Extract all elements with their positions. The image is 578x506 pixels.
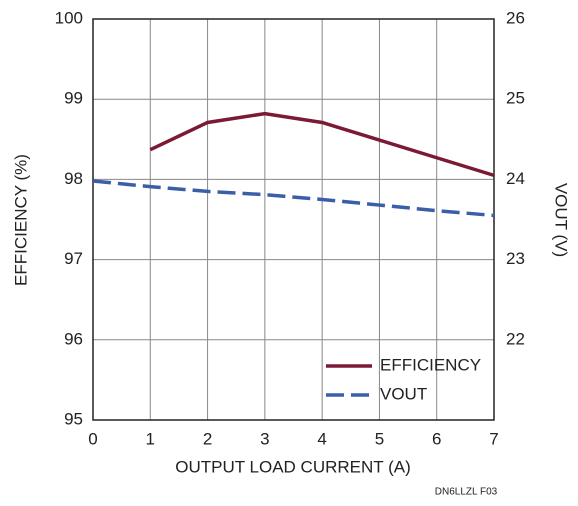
legend-label: EFFICIENCY [380, 355, 481, 374]
y-tick-label: 95 [64, 409, 83, 428]
y-axis-label: EFFICIENCY (%) [11, 154, 30, 286]
x-tick-label: 5 [375, 429, 384, 448]
plot-border [92, 18, 495, 421]
x-tick-label: 0 [88, 429, 97, 448]
x-tick-label: 6 [432, 429, 441, 448]
y2-tick-label: 24 [506, 169, 525, 188]
y-tick-label: 97 [64, 249, 83, 268]
legend-label: VOUT [380, 384, 427, 403]
y-tick-label: 100 [55, 8, 83, 27]
y2-tick-label: 26 [506, 8, 525, 27]
x-tick-label: 7 [489, 429, 498, 448]
x-tick-label: 4 [317, 429, 326, 448]
y2-tick-label: 25 [506, 89, 525, 108]
series-line [92, 179, 495, 218]
y2-axis-label: VOUT (V) [552, 183, 571, 257]
x-tick-label: 1 [146, 429, 155, 448]
y-tick-label: 99 [64, 89, 83, 108]
x-tick-label: 3 [260, 429, 269, 448]
series-line [149, 111, 495, 178]
x-tick-label: 2 [203, 429, 212, 448]
x-axis-label: OUTPUT LOAD CURRENT (A) [175, 457, 411, 476]
figure-code: DN6LLZL F03 [435, 487, 498, 498]
y2-tick-label: 23 [506, 249, 525, 268]
y2-tick-label: 22 [506, 329, 525, 348]
y-tick-label: 98 [64, 169, 83, 188]
y-tick-label: 96 [64, 329, 83, 348]
